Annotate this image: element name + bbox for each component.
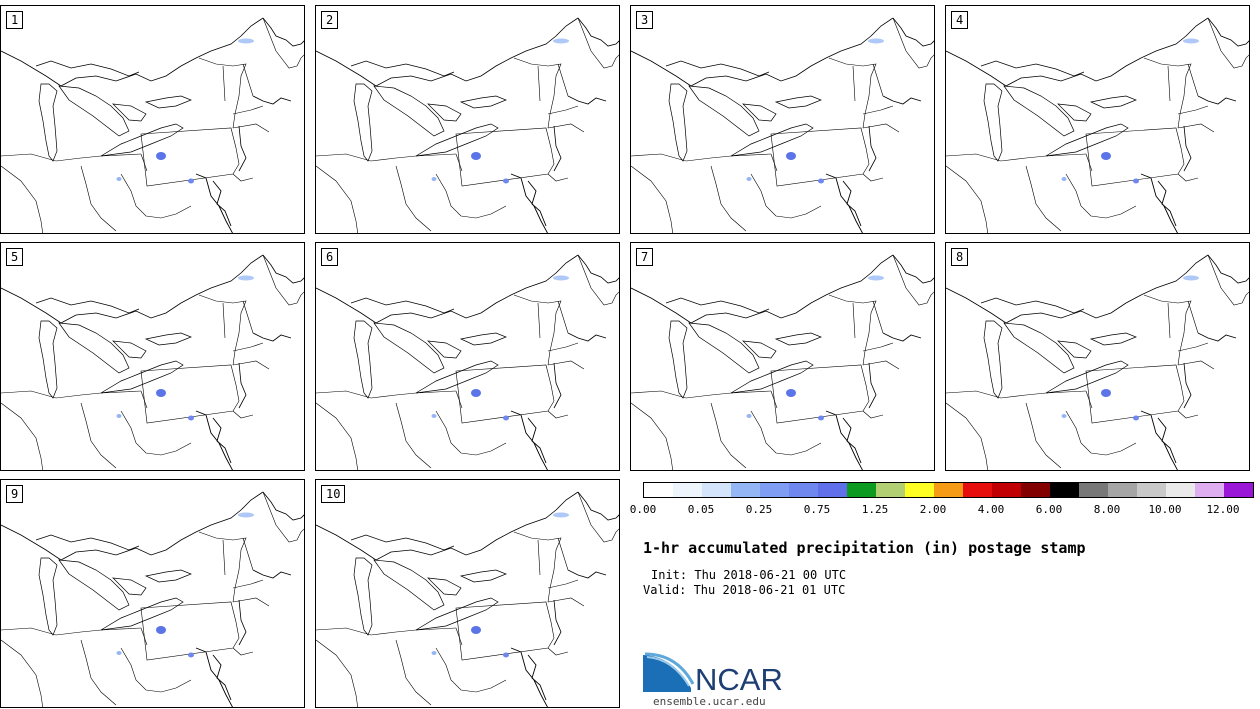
colorbar-swatch-1 (673, 483, 702, 497)
map-panel-10: 10 (315, 479, 620, 708)
colorbar-tick-label: 0.00 (629, 503, 657, 516)
map-panel-8: 8 (945, 242, 1250, 471)
colorbar-swatch-7 (847, 483, 876, 497)
colorbar-tick-label: 0.25 (745, 503, 773, 516)
map-panel-4: 4 (945, 5, 1250, 234)
panel-label: 3 (636, 11, 654, 29)
panel-label: 6 (321, 248, 339, 266)
colorbar-swatch-19 (1195, 483, 1224, 497)
panel-label: 5 (6, 248, 24, 266)
colorbar-tick-label: 0.75 (803, 503, 831, 516)
colorbar-swatch-17 (1137, 483, 1166, 497)
colorbar-tick-label: 2.00 (919, 503, 947, 516)
panel-label: 4 (951, 11, 969, 29)
panel-label: 8 (951, 248, 969, 266)
map-panel-6: 6 (315, 242, 620, 471)
colorbar-tick-label: 10.00 (1148, 503, 1182, 516)
map-panel-3: 3 (630, 5, 935, 234)
colorbar-tick-label: 1.25 (861, 503, 889, 516)
colorbar-swatch-13 (1021, 483, 1050, 497)
panel-label: 7 (636, 248, 654, 266)
colorbar-tick-label: 6.00 (1035, 503, 1063, 516)
colorbar-swatch-11 (963, 483, 992, 497)
colorbar-swatch-18 (1166, 483, 1195, 497)
precip-colorbar (643, 482, 1254, 498)
map-panel-7: 7 (630, 242, 935, 471)
colorbar-swatch-3 (731, 483, 760, 497)
panel-label: 9 (6, 485, 24, 503)
map-panel-1: 1 (0, 5, 305, 234)
colorbar-swatch-6 (818, 483, 847, 497)
svg-text:NCAR: NCAR (695, 662, 783, 694)
map-panel-5: 5 (0, 242, 305, 471)
panel-label: 1 (6, 11, 24, 29)
init-time: Init: Thu 2018-06-21 00 UTC (651, 568, 847, 582)
map-panel-9: 9 (0, 479, 305, 708)
colorbar-swatch-8 (876, 483, 905, 497)
colorbar-swatch-9 (905, 483, 934, 497)
colorbar-tick-label: 4.00 (977, 503, 1005, 516)
website-url: ensemble.ucar.edu (653, 695, 766, 708)
colorbar-swatch-12 (992, 483, 1021, 497)
colorbar-swatch-15 (1079, 483, 1108, 497)
panel-label: 10 (321, 485, 346, 503)
colorbar-tick-label: 12.00 (1206, 503, 1240, 516)
map-panel-2: 2 (315, 5, 620, 234)
colorbar-swatch-0 (644, 483, 673, 497)
colorbar-swatch-16 (1108, 483, 1137, 497)
colorbar-tick-label: 8.00 (1093, 503, 1121, 516)
colorbar-swatch-10 (934, 483, 963, 497)
colorbar-swatch-20 (1224, 483, 1253, 497)
colorbar-swatch-14 (1050, 483, 1079, 497)
valid-time: Valid: Thu 2018-06-21 01 UTC (643, 583, 846, 597)
colorbar-swatch-4 (760, 483, 789, 497)
ncar-logo: NCAR (643, 652, 793, 698)
panel-label: 2 (321, 11, 339, 29)
colorbar-swatch-5 (789, 483, 818, 497)
figure-title: 1-hr accumulated precipitation (in) post… (643, 539, 1086, 557)
colorbar-swatch-2 (702, 483, 731, 497)
colorbar-tick-label: 0.05 (687, 503, 715, 516)
